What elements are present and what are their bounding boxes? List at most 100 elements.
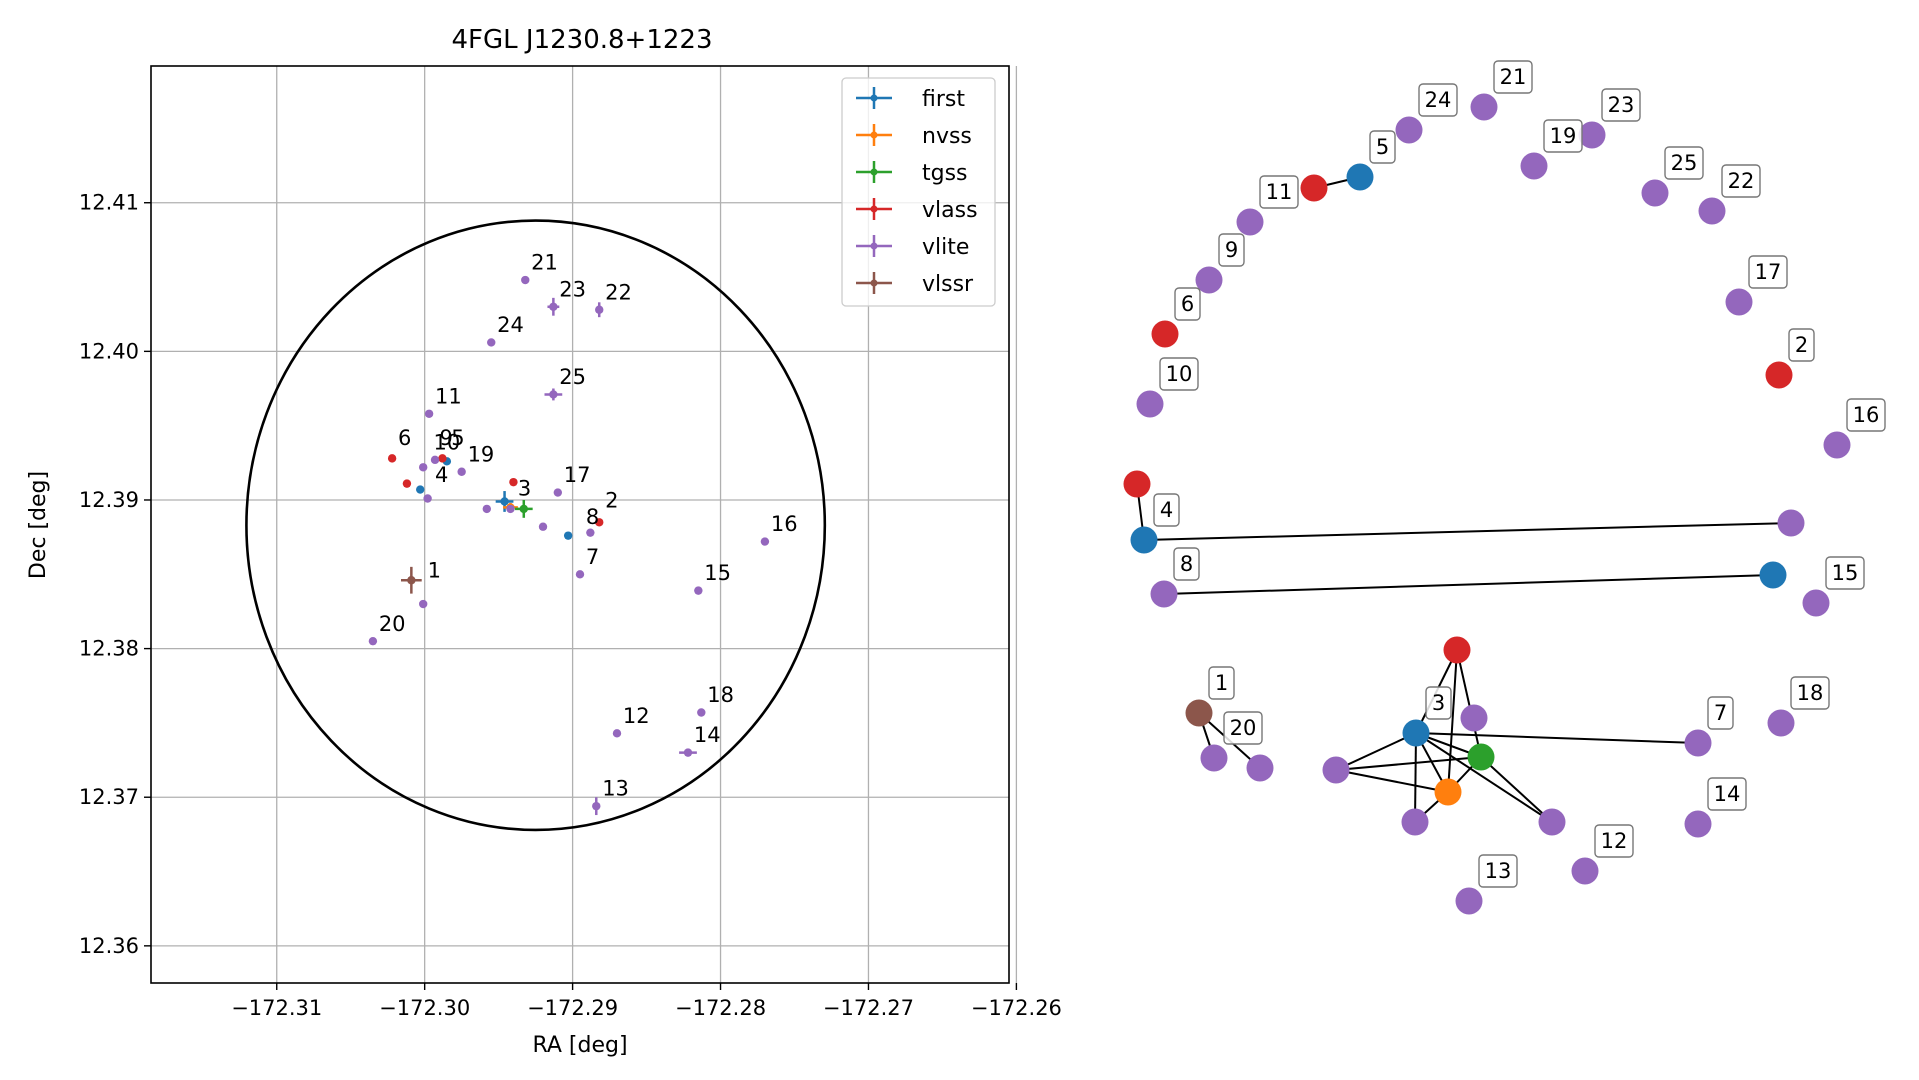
network-node-vlite [1460, 704, 1488, 732]
node-label-box [1173, 547, 1200, 581]
y-axis-label: Dec [deg] [26, 471, 51, 579]
vlite-point [418, 599, 428, 609]
node-label-box [1425, 686, 1452, 720]
vlass-point [402, 479, 412, 488]
point-label: 2 [605, 488, 618, 512]
node-label-text: 15 [1832, 561, 1859, 585]
node-label-box [1748, 255, 1788, 289]
node-label-text: 22 [1728, 169, 1755, 193]
legend-marker-dot [870, 279, 878, 287]
network-node-first [1346, 163, 1374, 191]
point-label: 24 [497, 313, 524, 337]
vlite-point [368, 636, 378, 646]
network-node-label: 15 [1825, 556, 1865, 590]
network-node-label: 19 [1543, 119, 1583, 153]
vlite-marker [697, 708, 706, 717]
network-node-vlssr [1185, 699, 1213, 727]
network-node-vlass [1765, 361, 1793, 389]
network-node-vlite [1195, 266, 1223, 294]
vlite-marker [549, 302, 558, 311]
network-node-label: 25 [1664, 146, 1704, 180]
legend-marker-dot [870, 168, 878, 176]
vlite-marker [553, 488, 563, 497]
vlite-point [694, 586, 703, 595]
legend-label: tgss [922, 161, 968, 186]
point-label: 21 [531, 251, 558, 275]
network-node-label: 2 [1788, 328, 1815, 362]
node-label-box [1493, 60, 1533, 94]
x-tick-label: −172.26 [971, 996, 1062, 1020]
vlite-marker [538, 522, 548, 531]
network-node-label: 13 [1478, 854, 1518, 888]
point-label: 17 [564, 463, 591, 487]
vlite-point [586, 528, 595, 537]
point-label: 20 [379, 612, 406, 636]
vlite-point [424, 409, 434, 418]
vlite-marker [575, 570, 585, 579]
x-axis-label: RA [deg] [532, 1033, 627, 1058]
node-label-box [1543, 119, 1583, 153]
tgss-point [514, 499, 533, 518]
vlite-marker [683, 748, 693, 757]
vlite-point [544, 388, 563, 401]
network-edge [1414, 732, 1417, 823]
node-label-box [1601, 88, 1641, 122]
vlite-marker [423, 494, 432, 503]
network-node-vlite [1520, 152, 1548, 180]
network-node-label: 21 [1493, 60, 1533, 94]
node-label-text: 9 [1225, 238, 1238, 262]
network-edge [1335, 769, 1449, 793]
point-label: 8 [586, 505, 599, 529]
point-label: 16 [771, 512, 798, 536]
node-label-box [1218, 233, 1245, 267]
network-nodes [1123, 93, 1851, 915]
vlite-point [457, 467, 466, 476]
network-node-vlite [1455, 887, 1483, 915]
vlssr-marker [407, 576, 416, 585]
node-label-text: 24 [1425, 88, 1452, 112]
network-edge [1163, 574, 1774, 595]
network-node-label: 8 [1173, 547, 1200, 581]
y-tick-label: 12.41 [79, 191, 139, 215]
vlass-marker [438, 454, 447, 463]
network-node-vlite [1150, 580, 1178, 608]
legend-label: vlass [922, 198, 978, 223]
network-node-label: 23 [1601, 88, 1641, 122]
network-node-label: 22 [1721, 164, 1761, 198]
vlite-marker [595, 305, 604, 314]
first-point [563, 531, 573, 540]
vlite-marker [368, 636, 378, 646]
vlite-point [553, 488, 563, 497]
y-tick-label: 12.37 [79, 785, 139, 809]
vlite-point [487, 338, 496, 347]
network-node-vlite [1725, 288, 1753, 316]
scatter-points [368, 275, 770, 816]
node-label-text: 21 [1500, 65, 1527, 89]
y-tick-label: 12.39 [79, 488, 139, 512]
point-label: 1 [428, 558, 441, 582]
node-label-box [1790, 676, 1830, 710]
plot-frame [150, 65, 1010, 984]
node-label-text: 14 [1714, 782, 1741, 806]
scatter-chart: 4FGL J1230.8+1223 1234567891011121314151… [26, 25, 1062, 1058]
network-node-vlite [1571, 857, 1599, 885]
network-node-vlite [1401, 808, 1429, 836]
node-label-box [1223, 711, 1263, 745]
vlite-point [430, 455, 440, 465]
node-label-text: 1 [1215, 671, 1228, 695]
legend-marker-dot [870, 205, 878, 213]
network-edge [1415, 732, 1553, 823]
vlass-point [387, 454, 397, 463]
network-node-label: 5 [1369, 130, 1396, 164]
node-label-text: 7 [1714, 701, 1727, 725]
node-label-box [1707, 777, 1747, 811]
vlite-point [595, 302, 604, 318]
node-label-text: 2 [1795, 333, 1808, 357]
node-label-text: 12 [1601, 829, 1628, 853]
vlssr-point [401, 566, 422, 594]
point-label: 7 [586, 545, 599, 569]
node-label-text: 23 [1608, 93, 1635, 117]
network-node-vlite [1236, 208, 1264, 236]
network-node-vlite [1684, 810, 1712, 838]
point-label: 15 [704, 561, 731, 585]
